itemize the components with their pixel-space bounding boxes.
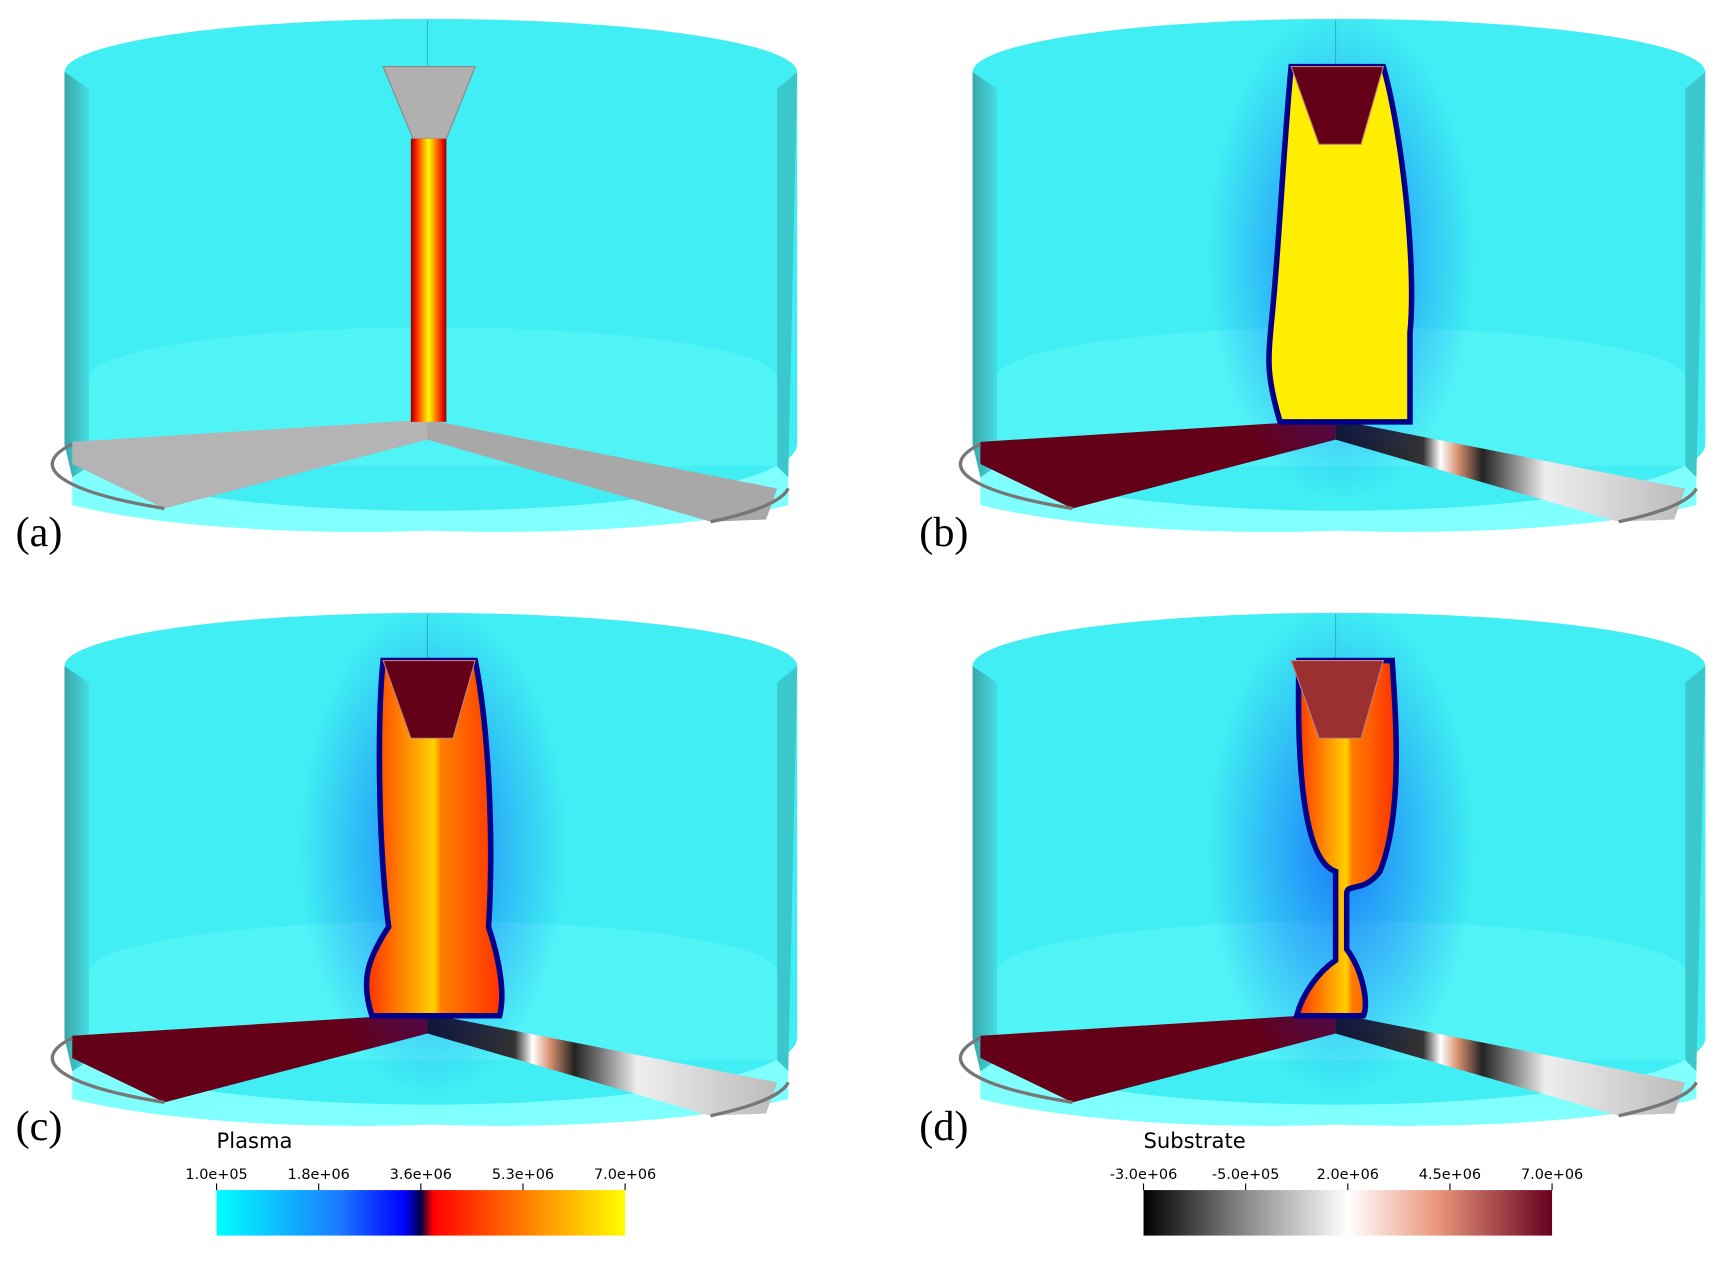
plasma-plume xyxy=(1293,657,1399,1019)
colorbar-title: Plasma xyxy=(217,1128,293,1153)
panel-label: (c) xyxy=(16,1103,63,1150)
panel-label: (a) xyxy=(16,509,63,556)
floor-edge xyxy=(958,442,1073,511)
panel: (b) xyxy=(919,11,1706,556)
floor-wedge-right xyxy=(427,419,778,522)
colorbar-gradient xyxy=(1143,1190,1553,1236)
floor-edge xyxy=(710,487,790,524)
cylinder-right-side xyxy=(777,72,798,478)
floor-edge xyxy=(50,1036,165,1105)
colorbar-tick-label: 1.8e+06 xyxy=(288,1167,350,1183)
colorbar-tick-label: 4.5e+06 xyxy=(1419,1167,1481,1183)
colorbar-tick-label: 5.3e+06 xyxy=(492,1167,554,1183)
nozzle xyxy=(1290,66,1385,145)
cylinder-left-side xyxy=(64,666,89,1072)
colorbar-gradient xyxy=(216,1190,626,1236)
colorbar: Plasma 1.0e+05 1.8e+06 3.6e+06 5.3e+06 7.0e+0… xyxy=(185,1128,656,1236)
cylinder-right-side xyxy=(1685,72,1706,478)
panel-label: (b) xyxy=(919,509,968,556)
colorbar-tick-label: 7.0e+06 xyxy=(1521,1167,1583,1183)
colorbar-title: Substrate xyxy=(1144,1128,1246,1153)
nozzle xyxy=(382,659,476,739)
floor-edge xyxy=(1618,1081,1698,1118)
nozzle xyxy=(1290,659,1385,739)
panel-label: (d) xyxy=(919,1103,968,1150)
colorbar-tick-label: 7.0e+06 xyxy=(594,1167,656,1183)
colorbar-tick-label: 1.0e+05 xyxy=(185,1167,247,1183)
plasma-plume xyxy=(1266,63,1415,425)
floor-wedge-left xyxy=(980,419,1336,509)
colorbar-tick-label: -3.0e+06 xyxy=(1110,1167,1177,1183)
floor-wedge-left xyxy=(72,1013,428,1103)
floor-wedge-left xyxy=(72,419,428,509)
panel: (a) xyxy=(16,18,798,556)
floor-wedge-left xyxy=(980,1013,1336,1103)
cylinder-right-side xyxy=(1685,666,1706,1072)
cylinder-left-side xyxy=(64,72,89,478)
plasma-plume xyxy=(363,657,505,1019)
plasma-column xyxy=(410,138,447,422)
panel: (c) xyxy=(16,605,798,1150)
cylinder-left-side xyxy=(972,666,997,1072)
floor-edge xyxy=(1618,487,1698,524)
floor-edge xyxy=(958,1036,1073,1105)
panel: (d) xyxy=(919,605,1706,1150)
floor-edge xyxy=(50,442,165,511)
floor-edge xyxy=(710,1081,790,1118)
cylinder-left-side xyxy=(972,72,997,478)
cylinder-right-side xyxy=(777,666,798,1072)
colorbar-tick-label: 3.6e+06 xyxy=(390,1167,452,1183)
colorbar-tick-label: -5.0e+05 xyxy=(1212,1167,1279,1183)
colorbar-tick-label: 2.0e+06 xyxy=(1317,1167,1379,1183)
colorbar: Substrate -3.0e+06 -5.0e+05 2.0e+06 4.5e+06 7… xyxy=(1110,1128,1583,1236)
